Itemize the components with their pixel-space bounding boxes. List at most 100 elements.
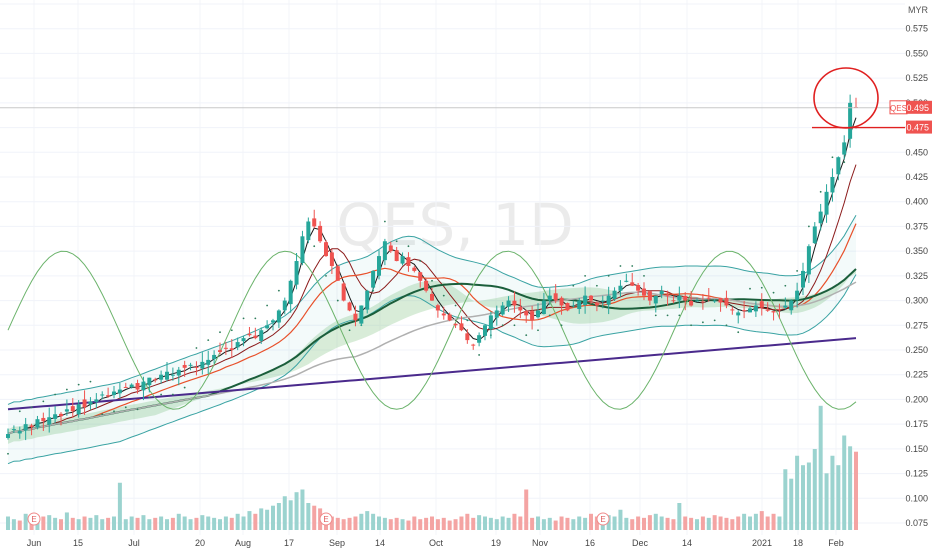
candle-body[interactable] xyxy=(123,386,128,388)
candle-body[interactable] xyxy=(759,301,764,308)
candle-body[interactable] xyxy=(494,310,499,318)
candle-body[interactable] xyxy=(647,291,652,301)
candle-body[interactable] xyxy=(106,395,111,397)
candle-body[interactable] xyxy=(536,310,540,318)
candle-body[interactable] xyxy=(748,308,752,313)
candle-body[interactable] xyxy=(677,295,682,301)
candle-body[interactable] xyxy=(200,361,205,369)
candle-body[interactable] xyxy=(712,300,717,302)
candle-body[interactable] xyxy=(777,309,782,311)
candle-body[interactable] xyxy=(642,288,646,296)
candle-body[interactable] xyxy=(6,434,10,438)
earnings-marker[interactable] xyxy=(319,512,333,526)
candle-body[interactable] xyxy=(265,325,270,329)
candle-body[interactable] xyxy=(82,399,87,408)
candle-body[interactable] xyxy=(412,267,417,271)
candle-body[interactable] xyxy=(100,394,105,396)
candle-body[interactable] xyxy=(671,300,676,302)
candle-body[interactable] xyxy=(29,425,34,428)
candle-body[interactable] xyxy=(695,300,699,302)
candle-body[interactable] xyxy=(247,333,252,336)
earnings-marker[interactable] xyxy=(27,512,41,526)
candle-body[interactable] xyxy=(165,371,169,380)
candle-body[interactable] xyxy=(94,399,99,402)
candle-body[interactable] xyxy=(812,226,817,244)
candle-body[interactable] xyxy=(294,261,299,285)
candle-body[interactable] xyxy=(500,305,505,315)
candle-body[interactable] xyxy=(353,313,358,321)
candle-body[interactable] xyxy=(606,295,611,305)
price-axis[interactable]: MYR 0.5750.5500.5250.5000.4750.4500.4250… xyxy=(905,5,928,528)
candle-body[interactable] xyxy=(117,389,122,394)
candle-body[interactable] xyxy=(35,419,40,428)
candle-body[interactable] xyxy=(842,142,847,155)
candle-body[interactable] xyxy=(471,344,476,346)
candle-body[interactable] xyxy=(524,311,529,316)
candle-body[interactable] xyxy=(801,270,805,288)
candle-body[interactable] xyxy=(824,191,829,215)
candle-body[interactable] xyxy=(318,225,323,242)
candle-body[interactable] xyxy=(271,320,275,323)
candle-body[interactable] xyxy=(377,256,381,276)
candle-body[interactable] xyxy=(176,369,181,376)
candle-body[interactable] xyxy=(465,333,470,341)
candle-body[interactable] xyxy=(41,417,46,422)
candle-body[interactable] xyxy=(394,250,399,262)
candle-body[interactable] xyxy=(194,366,199,368)
candle-body[interactable] xyxy=(512,300,517,306)
candle-body[interactable] xyxy=(736,312,741,316)
candle-body[interactable] xyxy=(300,236,305,263)
candle-body[interactable] xyxy=(730,309,735,311)
candle-body[interactable] xyxy=(23,424,28,431)
candle-body[interactable] xyxy=(718,297,723,303)
candle-body[interactable] xyxy=(483,325,487,336)
candle-body[interactable] xyxy=(459,323,464,331)
candle-body[interactable] xyxy=(753,305,758,312)
candle-body[interactable] xyxy=(447,314,452,321)
candle-body[interactable] xyxy=(765,309,770,311)
candle-body[interactable] xyxy=(577,300,582,310)
candle-body[interactable] xyxy=(129,384,134,388)
candle-body[interactable] xyxy=(689,300,694,306)
candle-body[interactable] xyxy=(206,359,211,365)
candle-body[interactable] xyxy=(182,364,187,368)
candle-body[interactable] xyxy=(683,296,688,301)
candle-body[interactable] xyxy=(147,377,152,386)
candle-body[interactable] xyxy=(783,305,788,308)
candle-body[interactable] xyxy=(453,323,458,326)
candle-body[interactable] xyxy=(159,374,164,380)
candle-body[interactable] xyxy=(312,218,317,227)
candle-body[interactable] xyxy=(818,211,823,224)
candle-body[interactable] xyxy=(17,431,22,434)
candle-body[interactable] xyxy=(170,374,175,376)
candle-body[interactable] xyxy=(600,300,605,302)
candle-body[interactable] xyxy=(665,295,670,297)
candle-body[interactable] xyxy=(618,285,623,291)
candle-body[interactable] xyxy=(771,311,776,313)
candle-body[interactable] xyxy=(518,306,523,311)
candle-body[interactable] xyxy=(830,177,835,193)
candle-body[interactable] xyxy=(630,282,635,286)
candle-body[interactable] xyxy=(406,257,411,266)
candle-body[interactable] xyxy=(329,252,334,266)
candle-body[interactable] xyxy=(64,409,69,412)
candle-body[interactable] xyxy=(141,381,146,391)
candle-body[interactable] xyxy=(636,285,641,291)
candle-body[interactable] xyxy=(541,300,546,315)
candle-body[interactable] xyxy=(706,297,711,299)
candle-body[interactable] xyxy=(559,297,564,306)
candle-body[interactable] xyxy=(836,157,841,175)
candle-body[interactable] xyxy=(11,429,16,431)
candle-body[interactable] xyxy=(547,295,552,301)
candle-body[interactable] xyxy=(594,302,599,306)
candle-body[interactable] xyxy=(553,293,558,301)
candle-body[interactable] xyxy=(324,242,328,257)
candle-body[interactable] xyxy=(612,290,617,299)
candle-body[interactable] xyxy=(565,303,570,311)
candle-body[interactable] xyxy=(153,379,158,381)
candle-body[interactable] xyxy=(135,383,140,390)
candle-body[interactable] xyxy=(235,342,240,348)
candle-body[interactable] xyxy=(70,406,75,412)
